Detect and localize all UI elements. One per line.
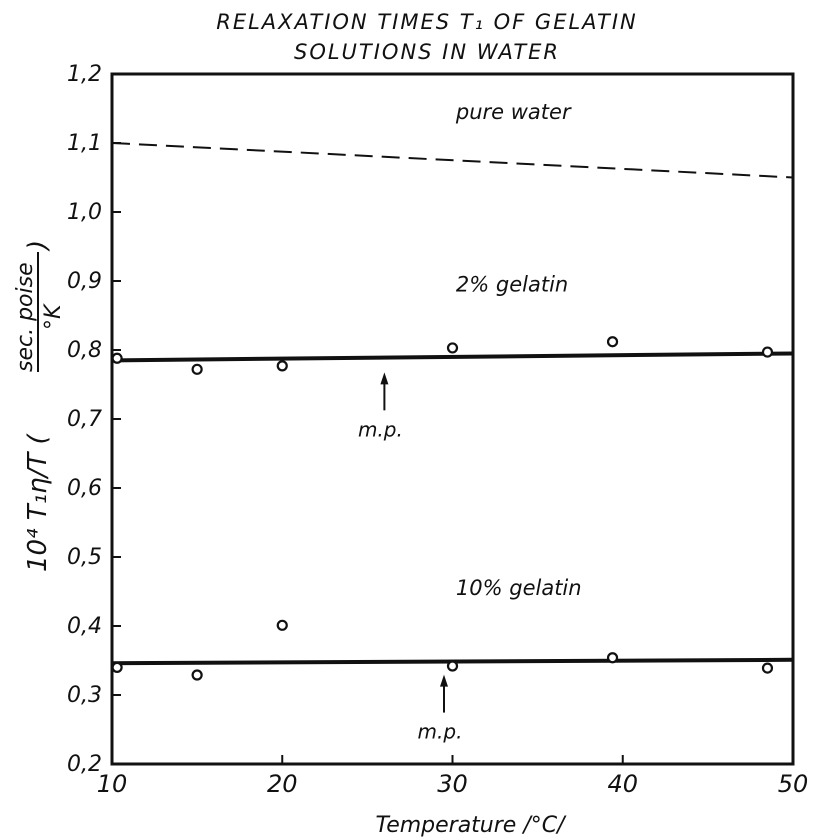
x-tick-label: 20	[267, 770, 298, 798]
series-line	[111, 351, 794, 363]
series-labels: pure water 2% gelatin 10% gelatin	[455, 100, 582, 600]
annotation-label: m.p.	[358, 417, 403, 441]
data-point	[761, 662, 774, 674]
x-tick-label: 10	[97, 770, 128, 798]
y-axis-label-suffix: )	[23, 240, 53, 252]
series-label: 2% gelatin	[456, 272, 568, 296]
data-point	[446, 660, 459, 672]
series-line	[111, 142, 794, 179]
y-tick-label: 0,7	[67, 407, 102, 432]
y-tick-label: 0,5	[67, 545, 102, 570]
data-point	[606, 336, 619, 348]
y-axis-label-numerator: sec. poise	[13, 262, 38, 372]
annotations: m.p. m.p.	[358, 372, 463, 744]
y-tick-label: 0,2	[67, 752, 102, 777]
x-axis: 10 20 30 40 50	[97, 755, 809, 798]
y-axis: 0,2 0,3 0,4 0,5 0,6 0,7 0,8 0,9 1,0 1,1 1,2	[67, 62, 121, 777]
y-tick-label: 1,1	[67, 131, 102, 156]
annotation-arrowhead	[439, 674, 448, 687]
y-axis-label-denominator: °K	[41, 303, 66, 330]
annotation-arrowhead	[380, 372, 389, 385]
data-point	[111, 661, 123, 674]
data-point	[191, 669, 203, 681]
y-tick-label: 0,4	[67, 614, 102, 639]
series-points	[111, 336, 774, 681]
x-tick-label: 40	[607, 770, 638, 798]
y-tick-label: 1,2	[67, 62, 102, 87]
y-axis-label-prefix: 10⁴ T₁η/T (	[23, 433, 53, 572]
y-tick-label: 0,9	[67, 269, 102, 294]
x-axis-label: Temperature /°C/	[375, 813, 567, 838]
x-tick-label: 30	[437, 770, 468, 798]
y-axis-label: 10⁴ T₁η/T ( sec. poise °K )	[13, 240, 66, 572]
data-point	[276, 619, 288, 631]
y-tick-label: 0,8	[67, 338, 102, 363]
y-tick-label: 1,0	[67, 200, 102, 225]
data-point	[446, 342, 459, 354]
chart-title-line1: RELAXATION TIMES T₁ OF GELATIN	[216, 10, 638, 34]
series-lines	[111, 142, 794, 666]
x-tick-label: 50	[778, 770, 809, 798]
data-point	[606, 652, 619, 664]
data-point	[111, 352, 123, 364]
y-tick-label: 0,6	[67, 476, 102, 501]
chart-title-line2: SOLUTIONS IN WATER	[293, 40, 560, 64]
y-tick-label: 0,3	[67, 683, 102, 708]
data-point	[276, 360, 288, 372]
annotation-label: m.p.	[418, 720, 463, 744]
series-label: 10% gelatin	[456, 576, 582, 600]
data-point	[761, 346, 774, 358]
data-point	[191, 363, 203, 375]
series-label: pure water	[455, 100, 572, 124]
